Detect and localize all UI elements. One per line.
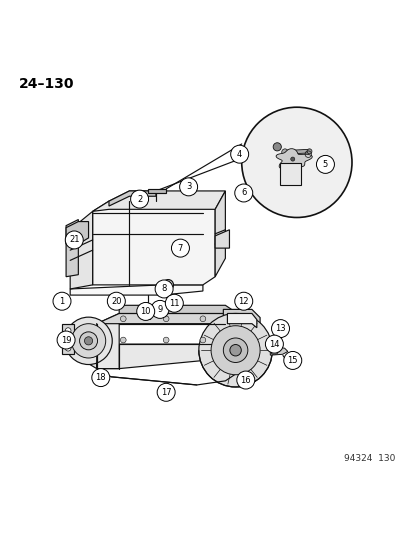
Polygon shape [86,320,97,369]
Text: 3: 3 [185,182,191,191]
Text: 7: 7 [177,244,183,253]
Circle shape [211,326,259,375]
Circle shape [229,344,241,356]
Circle shape [53,292,71,310]
Polygon shape [109,191,156,206]
Circle shape [290,157,294,161]
Circle shape [120,316,126,321]
Circle shape [136,302,154,320]
Circle shape [273,143,281,151]
Polygon shape [97,313,119,369]
Text: 12: 12 [238,297,248,306]
Polygon shape [66,220,78,277]
Text: 14: 14 [268,340,279,349]
Circle shape [131,190,148,208]
Text: 21: 21 [69,236,79,245]
Circle shape [199,337,205,343]
Polygon shape [93,201,215,285]
Circle shape [199,316,205,321]
Polygon shape [97,313,237,330]
Circle shape [79,332,97,350]
Circle shape [165,282,171,288]
Polygon shape [147,189,166,193]
Circle shape [163,337,169,343]
Circle shape [265,335,282,353]
Text: 16: 16 [240,376,251,384]
Text: 8: 8 [161,285,166,294]
Polygon shape [215,230,229,248]
Text: 4: 4 [237,150,242,159]
Text: 1: 1 [59,297,64,306]
Circle shape [236,371,254,389]
Polygon shape [275,149,311,169]
Circle shape [223,338,247,362]
Polygon shape [68,234,77,243]
Polygon shape [119,305,237,321]
Text: 20: 20 [111,297,121,306]
Text: 94324  130: 94324 130 [343,454,394,463]
Circle shape [316,156,334,173]
Polygon shape [93,191,225,212]
Polygon shape [227,313,256,328]
Circle shape [306,149,311,154]
Polygon shape [70,285,202,295]
Circle shape [107,292,125,310]
Circle shape [71,324,105,358]
Circle shape [171,239,189,257]
Circle shape [230,145,248,163]
Circle shape [65,328,71,334]
Polygon shape [279,163,300,185]
Circle shape [234,184,252,202]
Text: 24–130: 24–130 [19,77,74,91]
Circle shape [165,294,183,312]
Text: 17: 17 [161,388,171,397]
Circle shape [234,292,252,310]
Polygon shape [284,149,309,154]
Circle shape [84,337,93,345]
Text: 19: 19 [61,335,71,344]
Polygon shape [215,191,225,277]
Polygon shape [66,222,88,244]
Circle shape [155,280,173,298]
Text: 6: 6 [240,189,246,198]
Text: 2: 2 [137,195,142,204]
Polygon shape [70,212,93,289]
Text: 9: 9 [157,305,162,314]
Circle shape [162,280,173,290]
Circle shape [271,320,289,337]
Circle shape [157,383,175,401]
Circle shape [65,231,83,249]
Circle shape [198,313,272,387]
Circle shape [179,178,197,196]
Circle shape [65,317,112,365]
Polygon shape [270,346,287,355]
Polygon shape [223,309,259,332]
Circle shape [163,316,169,321]
Text: 5: 5 [322,160,327,169]
Polygon shape [225,313,237,365]
Text: 13: 13 [275,324,285,333]
Circle shape [120,337,126,343]
Circle shape [65,345,71,351]
Polygon shape [62,325,74,354]
Circle shape [241,107,351,217]
Text: 11: 11 [169,299,179,308]
Text: 18: 18 [95,373,106,382]
Text: 15: 15 [287,356,297,365]
Circle shape [151,301,169,318]
Circle shape [57,331,75,349]
Circle shape [270,346,278,355]
Polygon shape [97,344,225,369]
Text: 10: 10 [140,307,151,316]
Circle shape [283,351,301,369]
Circle shape [281,149,287,156]
Circle shape [92,369,109,386]
